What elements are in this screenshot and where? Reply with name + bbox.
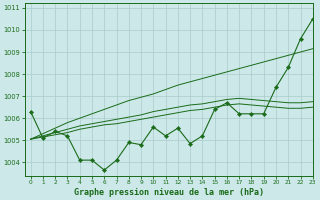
X-axis label: Graphe pression niveau de la mer (hPa): Graphe pression niveau de la mer (hPa) — [74, 188, 264, 197]
